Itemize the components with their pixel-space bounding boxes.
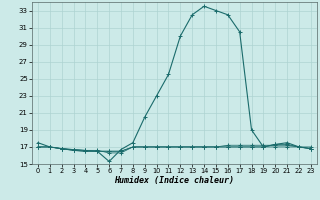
X-axis label: Humidex (Indice chaleur): Humidex (Indice chaleur) bbox=[115, 176, 234, 185]
